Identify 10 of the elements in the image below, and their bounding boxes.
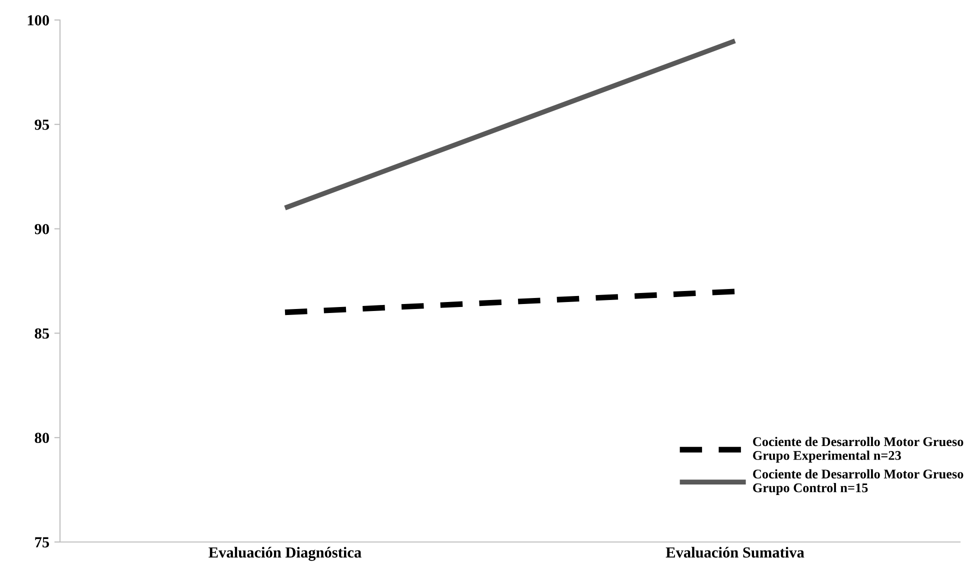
y-tick-label: 85 (34, 328, 50, 339)
x-tick-label: Evaluación Sumativa (666, 546, 804, 558)
x-tick-label: Evaluación Diagnóstica (208, 546, 362, 561)
legend-label: Cociente de Desarrollo Motor Grueso Grupo Experimental n=23 (753, 436, 964, 463)
y-tick-label: 100 (28, 15, 49, 26)
legend-label: Cociente de Desarrollo Motor Grueso Grupo Control n=15 (753, 469, 964, 495)
y-tick-label: 95 (34, 120, 50, 130)
y-tick-label: 75 (35, 537, 50, 548)
y-tick-label: 80 (34, 432, 49, 444)
y-tick-label: 90 (34, 224, 49, 234)
